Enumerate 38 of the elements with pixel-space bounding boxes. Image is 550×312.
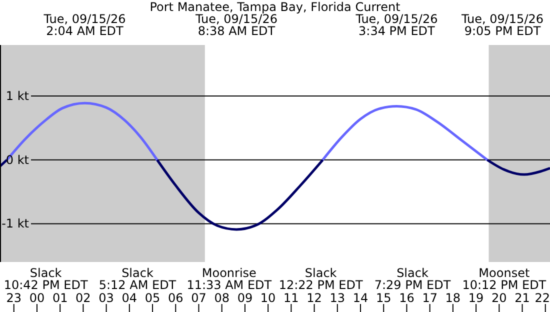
chart-title: Port Manatee, Tampa Bay, Florida Current xyxy=(150,0,401,14)
x-tick-label: 15 xyxy=(376,291,392,305)
x-tick-label: 09 xyxy=(237,291,253,305)
x-tick-label: 23 xyxy=(6,291,22,305)
x-tick-label: 22 xyxy=(534,291,550,305)
x-tick-label: 06 xyxy=(168,291,184,305)
x-tick-label: 18 xyxy=(445,291,461,305)
text: Moonset 10:12 PM EDT xyxy=(462,266,547,292)
text: Slack 7:29 PM EDT xyxy=(374,266,452,292)
x-tick-label: 13 xyxy=(330,291,346,305)
text: Tue, 09/15/26 8:38 AM EDT xyxy=(194,12,278,38)
text: Tue, 09/15/26 3:34 PM EDT xyxy=(354,12,438,38)
x-tick-label: 00 xyxy=(29,291,45,305)
y-tick-label: -1 kt xyxy=(2,216,30,231)
x-tick-label: 17 xyxy=(422,291,438,305)
x-tick-label: 19 xyxy=(468,291,484,305)
text: Slack 10:42 PM EDT xyxy=(4,266,88,292)
text: Moonrise 11:33 AM EDT xyxy=(186,266,272,292)
x-tick-label: 01 xyxy=(52,291,68,305)
x-tick-label: 08 xyxy=(214,291,230,305)
y-tick-label: 0 kt xyxy=(6,152,30,167)
x-tick-label: 16 xyxy=(399,291,414,305)
x-tick-label: 14 xyxy=(352,291,368,305)
text: Slack 12:22 PM EDT xyxy=(278,266,364,292)
x-tick-label: 20 xyxy=(492,291,507,305)
text: Slack 5:12 AM EDT xyxy=(98,266,177,292)
x-tick-label: 12 xyxy=(306,291,322,305)
x-tick-label: 21 xyxy=(514,291,530,305)
x-tick-label: 02 xyxy=(76,291,91,305)
x-tick-label: 05 xyxy=(144,291,160,305)
y-tick-label: 1 kt xyxy=(6,89,30,104)
x-tick-label: 10 xyxy=(260,291,276,305)
text: Tue, 09/15/26 9:05 PM EDT xyxy=(460,12,544,38)
x-tick-label: 07 xyxy=(191,291,206,305)
x-tick-label: 11 xyxy=(284,291,299,305)
x-tick-label: 04 xyxy=(122,291,138,305)
x-tick-label: 03 xyxy=(98,291,114,305)
text: Tue, 09/15/26 2:04 AM EDT xyxy=(42,12,126,38)
